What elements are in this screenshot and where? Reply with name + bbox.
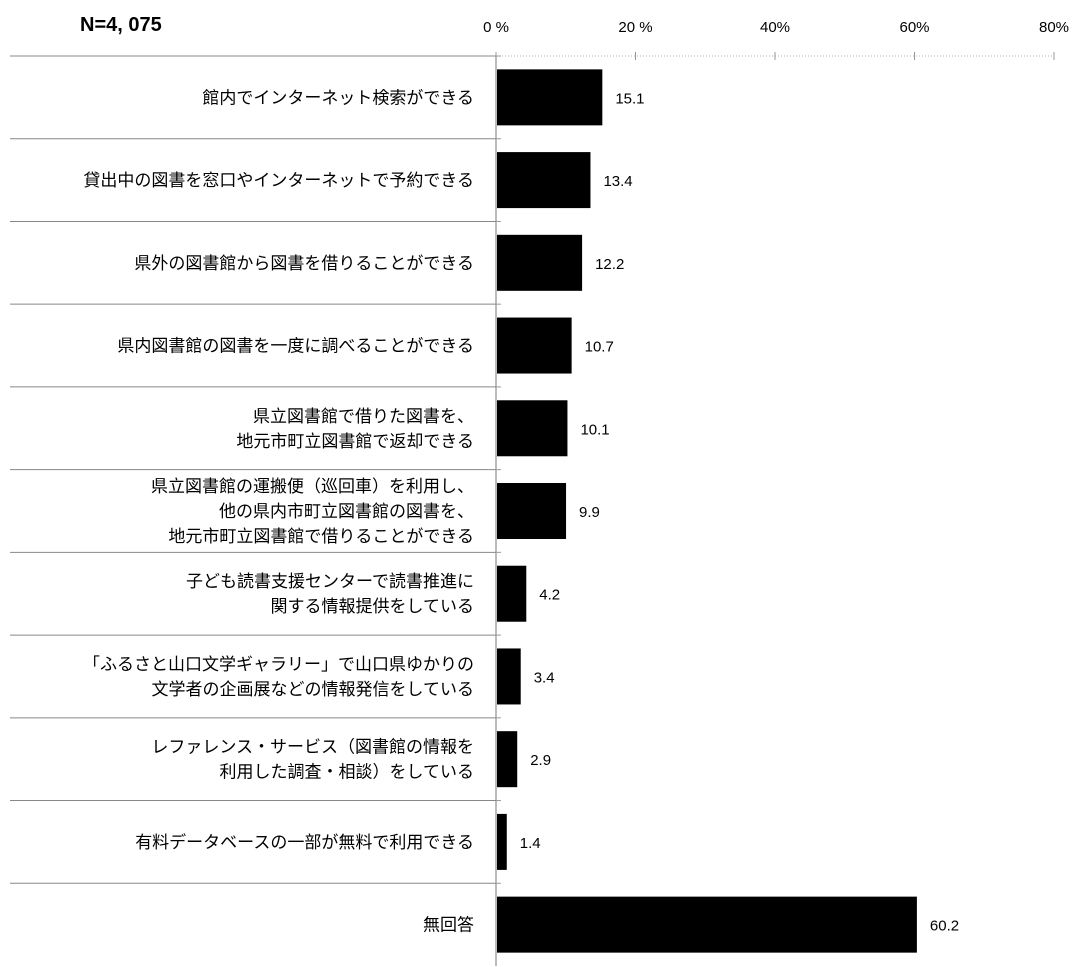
category-label: 貸出中の図書を窓口やインターネットで予約できる (83, 171, 474, 191)
category-label: レファレンス・サービス（図書館の情報を (151, 738, 474, 758)
x-tick-label: 40% (760, 19, 790, 36)
category-label: 利用した調査・相談）をしている (220, 763, 475, 783)
value-label: 13.4 (603, 173, 632, 190)
x-tick-label: 80% (1039, 19, 1069, 36)
category-label: 地元市町立図書館で借りることができる (168, 527, 474, 547)
value-label: 12.2 (595, 256, 624, 273)
value-label: 9.9 (579, 504, 600, 521)
category-label: 県外の図書館から図書を借りることができる (134, 254, 474, 274)
bar (497, 400, 568, 457)
value-label: 3.4 (534, 669, 555, 686)
value-label: 10.7 (585, 339, 614, 356)
bar (497, 813, 507, 870)
bar (497, 234, 583, 291)
value-label: 2.9 (530, 752, 551, 769)
sample-size-label: N=4, 075 (80, 14, 162, 36)
bar (497, 69, 603, 126)
category-label: 「ふるさと山口文学ギャラリー」で山口県ゆかりの (83, 655, 474, 675)
category-label: 県立図書館の運搬便（巡回車）を利用し、 (151, 477, 474, 497)
bar (497, 896, 917, 953)
category-label: 文学者の企画展などの情報発信をしている (152, 680, 475, 700)
category-label: 館内でインターネット検索ができる (202, 88, 474, 108)
category-label: 子ども読書支援センターで読書推進に (186, 572, 474, 592)
value-label: 15.1 (615, 90, 644, 107)
bar (497, 483, 567, 539)
category-label: 関する情報提供をしている (271, 597, 475, 617)
value-label: 10.1 (580, 421, 609, 438)
value-label: 1.4 (520, 835, 541, 852)
x-tick-label: 0 % (483, 19, 509, 36)
bar (497, 317, 572, 374)
bar (497, 152, 591, 209)
bar (497, 565, 527, 622)
category-label: 地元市町立図書館で返却できる (236, 432, 474, 452)
x-tick-label: 60% (899, 19, 929, 36)
category-label: 県内図書館の図書を一度に調べることができる (117, 337, 474, 357)
x-tick-label: 20 % (618, 19, 652, 36)
category-label: 無回答 (423, 916, 474, 936)
value-label: 4.2 (539, 587, 560, 604)
category-label: 有料データベースの一部が無料で利用できる (135, 832, 474, 853)
value-label: 60.2 (930, 918, 959, 935)
category-label: 他の県内市町立図書館の図書を、 (219, 502, 474, 522)
category-label: 県立図書館で借りた図書を、 (253, 407, 474, 427)
bar (497, 731, 518, 788)
bar (497, 648, 521, 705)
